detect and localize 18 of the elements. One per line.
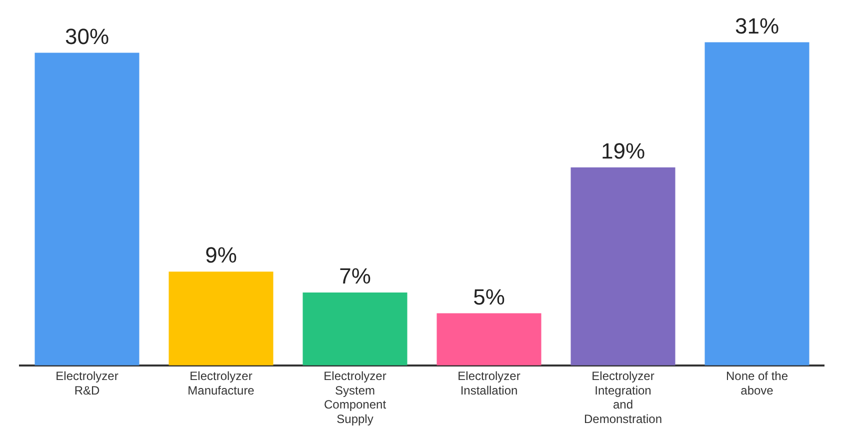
data-label: 5% — [473, 284, 505, 310]
data-label: 9% — [205, 242, 237, 268]
data-label: 19% — [600, 138, 646, 164]
bar — [436, 313, 542, 366]
x-tick-label: Electrolyzer Integration and Demonstration — [584, 368, 662, 426]
x-tick-label: Electrolyzer R&D — [56, 368, 118, 398]
bar — [704, 42, 810, 366]
data-label: 7% — [339, 264, 371, 289]
x-tick-label: Electrolyzer System Component Supply — [324, 368, 387, 426]
data-label: 30% — [64, 24, 110, 49]
bar — [168, 272, 274, 366]
bar — [570, 167, 676, 366]
x-tick-label: None of the above — [726, 368, 788, 398]
bar — [302, 292, 408, 366]
x-tick-label: Electrolyzer Installation — [458, 368, 520, 398]
bar — [34, 52, 140, 366]
data-label: 31% — [734, 13, 780, 38]
x-tick-label: Electrolyzer Manufacture — [188, 368, 255, 398]
